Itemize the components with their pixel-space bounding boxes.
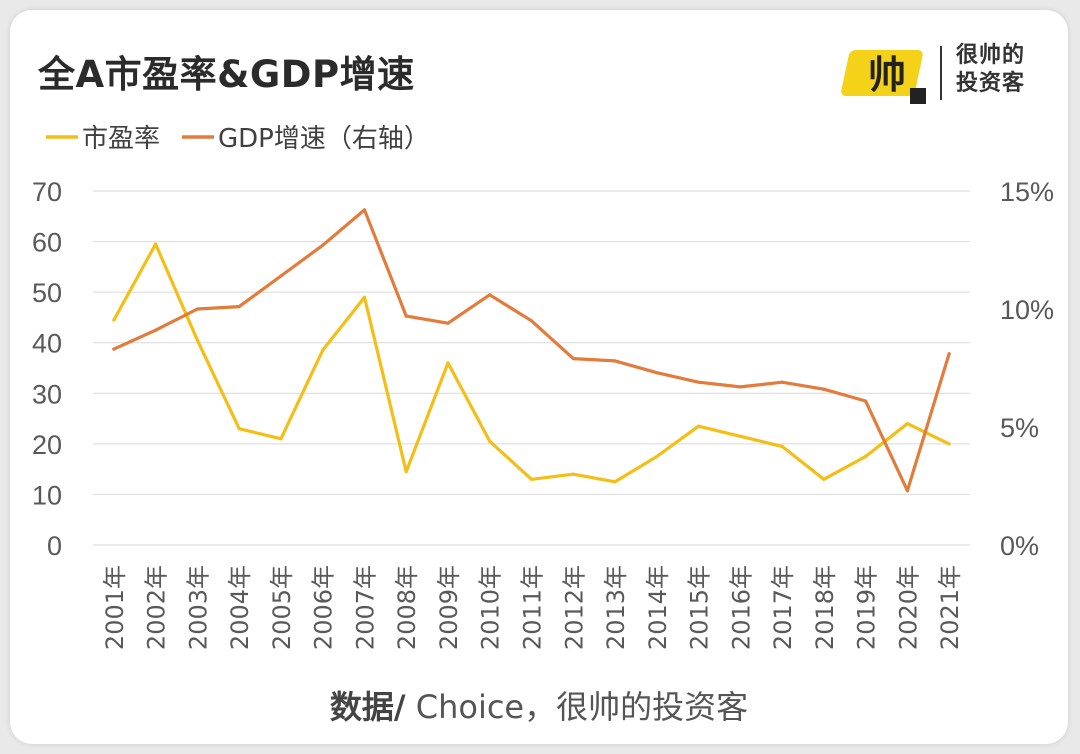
data-point-pe bbox=[863, 454, 868, 459]
data-point-pe bbox=[195, 338, 200, 342]
x-tick-label: 2018年 bbox=[811, 565, 839, 650]
x-tick-label: 2019年 bbox=[853, 565, 881, 650]
x-tick-label: 2015年 bbox=[686, 565, 714, 650]
data-point-gdp bbox=[655, 371, 659, 375]
data-point-pe bbox=[780, 444, 784, 448]
data-point-gdp bbox=[321, 243, 325, 247]
y-axis-right: 0% 5% 10% 15% bbox=[1000, 177, 1054, 561]
data-point-pe bbox=[321, 348, 325, 352]
data-point-gdp bbox=[404, 314, 408, 318]
x-tick-label: 2006年 bbox=[310, 565, 338, 650]
logo-divider bbox=[940, 46, 942, 100]
data-point-pe bbox=[822, 477, 826, 481]
data-point-pe bbox=[488, 439, 492, 443]
data-point-gdp bbox=[696, 380, 701, 384]
x-tick-label: 2017年 bbox=[769, 565, 797, 650]
data-source: 数据/ Choice，很帅的投资客 bbox=[10, 682, 1068, 728]
chart-title: 全A市盈率&GDP增速 bbox=[38, 53, 415, 96]
x-tick-label: 2003年 bbox=[184, 565, 212, 650]
x-tick-label: 2008年 bbox=[393, 565, 421, 650]
series-lines bbox=[112, 208, 951, 493]
data-point-pe bbox=[571, 472, 575, 476]
x-tick-label: 2005年 bbox=[268, 565, 296, 650]
data-point-pe bbox=[154, 242, 158, 246]
data-point-gdp bbox=[738, 385, 742, 389]
brand-mark-icon: 帅 bbox=[841, 50, 926, 104]
legend-label: 市盈率 bbox=[82, 124, 160, 154]
x-tick-label: 2013年 bbox=[602, 565, 630, 650]
legend-label: GDP增速（右轴） bbox=[218, 124, 430, 154]
y-right-tick-label: 5% bbox=[1000, 413, 1039, 443]
x-tick-label: 2020年 bbox=[894, 565, 922, 650]
data-point-pe bbox=[237, 427, 241, 431]
y-right-tick-label: 15% bbox=[1000, 177, 1054, 207]
brand-logo: 帅 很帅的投资客 bbox=[838, 40, 1048, 110]
y-left-tick-label: 70 bbox=[32, 177, 62, 207]
y-left-tick-label: 60 bbox=[32, 228, 62, 258]
data-point-gdp bbox=[279, 274, 283, 278]
data-point-gdp bbox=[905, 489, 909, 493]
data-point-gdp bbox=[112, 347, 116, 351]
data-point-gdp bbox=[154, 328, 158, 332]
data-point-pe bbox=[362, 295, 367, 299]
data-point-gdp bbox=[237, 305, 241, 309]
brand-mark-text: 帅 bbox=[868, 53, 906, 97]
data-point-gdp bbox=[529, 319, 534, 323]
legend: 市盈率 GDP增速（右轴） bbox=[46, 124, 430, 154]
data-point-pe bbox=[696, 424, 701, 428]
data-point-pe bbox=[613, 480, 617, 484]
x-tick-label: 2009年 bbox=[435, 565, 463, 650]
x-tick-label: 2002年 bbox=[143, 565, 171, 650]
x-tick-label: 2004年 bbox=[226, 565, 254, 650]
data-point-gdp bbox=[488, 293, 492, 297]
y-left-tick-label: 50 bbox=[32, 278, 62, 308]
data-point-gdp bbox=[780, 380, 784, 384]
data-point-gdp bbox=[613, 359, 617, 363]
data-point-pe bbox=[404, 470, 408, 474]
x-tick-label: 2001年 bbox=[101, 565, 129, 650]
data-point-pe bbox=[738, 434, 742, 438]
series-line-pe bbox=[112, 242, 951, 484]
data-point-gdp bbox=[863, 399, 868, 403]
data-point-gdp bbox=[947, 352, 951, 356]
y-left-tick-label: 20 bbox=[32, 430, 62, 460]
data-point-pe bbox=[112, 318, 116, 322]
y-left-tick-label: 30 bbox=[32, 379, 62, 409]
y-left-tick-label: 0 bbox=[47, 531, 62, 561]
data-point-pe bbox=[279, 437, 283, 441]
source-prefix: 数据/ bbox=[329, 688, 406, 726]
chart-card: 全A市盈率&GDP增速 帅 很帅的投资客 市盈率 GDP增速（右轴） 0 10 20 3… bbox=[10, 10, 1068, 744]
y-axis-left: 0 10 20 30 40 50 60 70 bbox=[32, 177, 62, 561]
data-point-gdp bbox=[571, 356, 575, 361]
data-point-pe bbox=[529, 477, 534, 481]
y-left-tick-label: 40 bbox=[32, 329, 62, 359]
x-tick-label: 2014年 bbox=[644, 565, 672, 650]
y-right-tick-label: 10% bbox=[1000, 295, 1054, 325]
data-point-pe bbox=[905, 422, 909, 426]
data-point-gdp bbox=[362, 208, 367, 212]
x-tick-label: 2007年 bbox=[351, 565, 379, 650]
source-text: Choice，很帅的投资客 bbox=[405, 688, 749, 726]
grid bbox=[93, 190, 970, 546]
y-left-tick-label: 10 bbox=[32, 480, 62, 510]
data-point-pe bbox=[446, 361, 450, 365]
series-line-gdp bbox=[112, 208, 951, 493]
data-point-gdp bbox=[195, 307, 200, 311]
x-tick-label: 2016年 bbox=[727, 565, 755, 650]
x-tick-label: 2010年 bbox=[477, 565, 505, 650]
data-point-gdp bbox=[446, 321, 450, 325]
data-point-pe bbox=[655, 454, 659, 459]
data-point-gdp bbox=[822, 387, 826, 391]
x-tick-label: 2012年 bbox=[560, 565, 588, 650]
data-point-pe bbox=[947, 442, 951, 446]
y-right-tick-label: 0% bbox=[1000, 531, 1039, 561]
brand-name: 很帅的投资客 bbox=[956, 43, 1026, 96]
x-tick-label: 2011年 bbox=[519, 565, 547, 650]
x-axis: 2001年 2002年 2003年 2004年 2005年 2006年 2007年 2008年… bbox=[101, 565, 964, 650]
x-tick-label: 2021年 bbox=[936, 565, 964, 650]
